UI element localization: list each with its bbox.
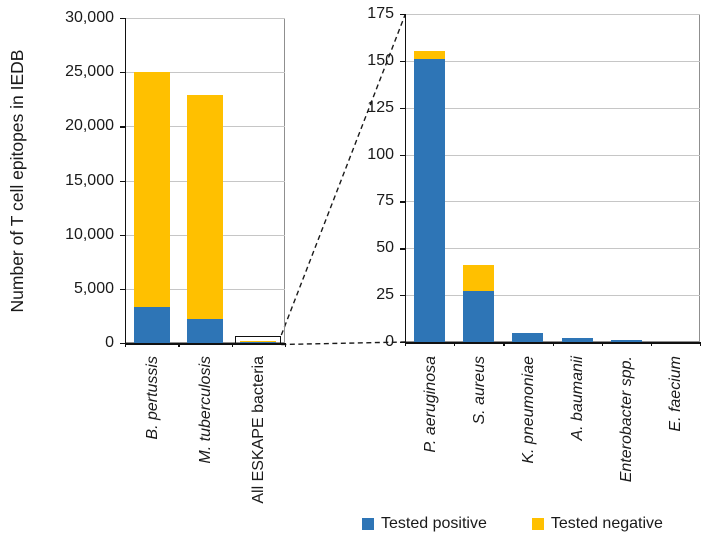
- y-tick-label: 100: [367, 145, 394, 163]
- gridline: [405, 154, 700, 156]
- gridline: [405, 60, 700, 62]
- gridline: [405, 248, 700, 250]
- bar-segment-tested-positive: [610, 340, 642, 342]
- gridline: [125, 18, 285, 19]
- x-category-label: P. aeruginosa: [421, 356, 439, 453]
- legend-item-tested-negative: Tested negative: [531, 515, 663, 533]
- y-axis-tick: [120, 126, 125, 128]
- gridline: [405, 14, 700, 15]
- legend-item-tested-positive: Tested positive: [362, 515, 487, 533]
- zoom-callout-box: [235, 336, 282, 345]
- bar-segment-tested-positive: [133, 307, 170, 343]
- x-axis-tick: [178, 343, 180, 347]
- x-axis-tick: [125, 343, 127, 347]
- y-tick-label: 20,000: [65, 117, 114, 135]
- y-tick-label: 75: [376, 192, 394, 210]
- x-category-label: Enterobacter spp.: [618, 356, 636, 483]
- x-axis-tick: [285, 343, 287, 347]
- y-tick-label: 150: [367, 51, 394, 69]
- y-axis-tick: [120, 234, 125, 236]
- y-axis-tick: [120, 72, 125, 74]
- x-axis-tick: [454, 342, 456, 346]
- gridline: [405, 295, 700, 297]
- bar-segment-tested-negative: [463, 265, 495, 292]
- y-axis-tick: [400, 295, 405, 297]
- y-tick-label: 175: [367, 5, 394, 22]
- y-axis-tick: [120, 180, 125, 182]
- y-tick-label: 125: [367, 98, 394, 116]
- y-axis-tick: [400, 107, 405, 109]
- x-category-label: E. faecium: [667, 356, 685, 432]
- bar-segment-tested-negative: [414, 51, 446, 59]
- y-axis-tick: [120, 18, 125, 20]
- y-tick-label: 50: [376, 239, 394, 257]
- x-axis-tick: [601, 342, 603, 346]
- x-axis-tick: [503, 342, 505, 346]
- y-tick-label: 10,000: [65, 225, 114, 243]
- x-category-label: K. pneumoniae: [519, 356, 537, 464]
- y-axis-tick: [120, 288, 125, 291]
- x-category-label: All ESKAPE bacteria: [250, 356, 268, 504]
- gridline: [405, 201, 700, 203]
- x-axis-line: [125, 343, 286, 345]
- x-axis-tick: [552, 342, 554, 346]
- x-axis-tick: [700, 342, 702, 346]
- y-axis-tick: [400, 342, 405, 344]
- y-axis-tick: [400, 248, 405, 250]
- y-axis-tick: [400, 60, 405, 63]
- y-axis-line: [405, 14, 407, 346]
- bar-segment-tested-positive: [512, 332, 544, 342]
- plot-area: [405, 14, 700, 342]
- x-axis-tick: [405, 342, 407, 346]
- bar-segment-tested-positive: [414, 58, 446, 342]
- y-tick-label: 15,000: [65, 171, 114, 189]
- gridline: [125, 72, 285, 74]
- y-axis-tick: [400, 201, 405, 203]
- x-category-label: A. baumanii: [569, 356, 587, 441]
- x-axis-tick: [650, 342, 653, 346]
- y-tick-label: 30,000: [65, 9, 114, 26]
- y-axis-tick: [400, 14, 405, 16]
- y-tick-label: 5,000: [73, 279, 114, 297]
- bar-segment-tested-positive: [187, 319, 223, 343]
- y-tick-label: 0: [385, 333, 394, 350]
- x-category-label: B. pertussis: [143, 356, 161, 440]
- bar-segment-tested-positive: [561, 338, 593, 342]
- bar-segment-tested-negative: [133, 72, 170, 308]
- tested-positive-swatch-icon: [362, 518, 374, 530]
- y-tick-label: 25: [376, 286, 394, 304]
- y-tick-label: 0: [105, 334, 114, 351]
- bar-segment-tested-positive: [463, 291, 495, 342]
- x-axis-tick: [231, 343, 233, 347]
- tested-negative-swatch-icon: [531, 518, 544, 530]
- legend-label-tested-negative: Tested negative: [550, 515, 663, 532]
- legend: Tested positive Tested negative: [362, 515, 663, 533]
- x-category-label: M. tuberculosis: [197, 356, 214, 464]
- y-tick-label: 25,000: [65, 63, 114, 81]
- y-axis-title: Number of T cell epitopes in IEDB: [7, 49, 27, 313]
- bar-segment-tested-positive: [240, 340, 277, 343]
- y-axis-tick: [400, 154, 405, 156]
- bar-segment-tested-negative: [187, 94, 223, 320]
- legend-label-tested-positive: Tested positive: [381, 515, 487, 532]
- y-axis-line: [125, 18, 127, 347]
- gridline: [405, 107, 700, 109]
- x-category-label: S. aureus: [470, 356, 488, 425]
- y-axis-tick: [120, 343, 125, 345]
